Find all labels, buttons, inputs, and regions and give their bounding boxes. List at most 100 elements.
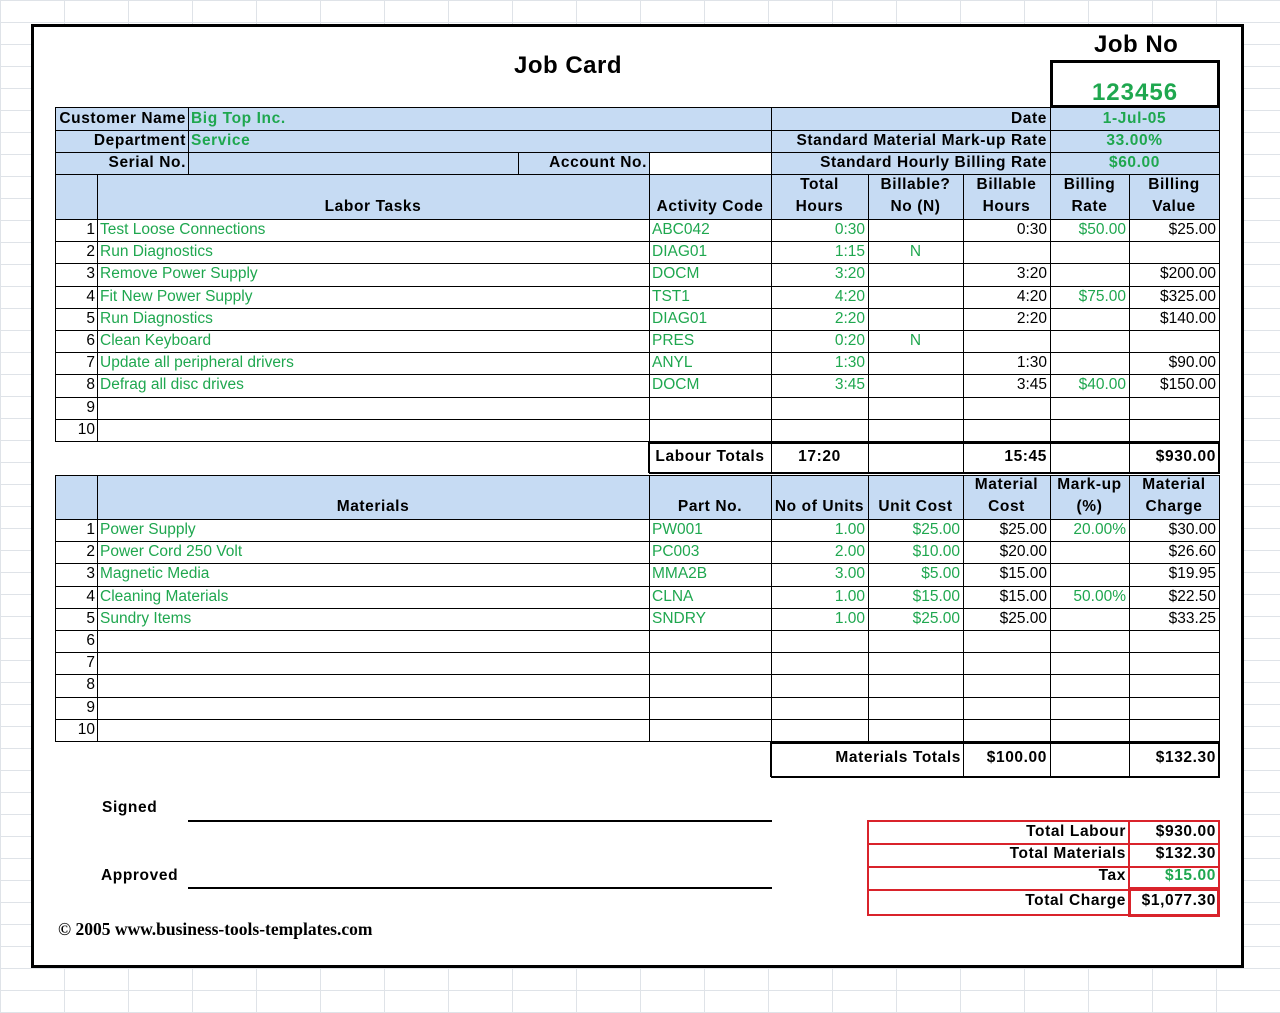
billing-rate-cell[interactable]: [1053, 397, 1126, 419]
labor-row-number[interactable]: 4: [86, 287, 95, 305]
unit-cost-cell[interactable]: $25.00: [912, 521, 960, 538]
billing-rate-cell[interactable]: [1053, 308, 1126, 330]
billing-value-cell[interactable]: [1132, 241, 1216, 263]
customer-name-value[interactable]: Big Top Inc.: [191, 110, 286, 127]
material-row-number[interactable]: 4: [86, 587, 95, 605]
labor-task-cell[interactable]: Run Diagnostics: [100, 309, 213, 327]
material-row-number[interactable]: 7: [86, 654, 95, 672]
material-charge-cell[interactable]: [1132, 697, 1216, 719]
total-materials-label[interactable]: Total Materials: [1009, 845, 1126, 862]
labour-total-hours[interactable]: 17:20: [798, 448, 841, 465]
labor-row-number[interactable]: 6: [86, 332, 95, 349]
activity-code-cell[interactable]: ABC042: [652, 221, 710, 238]
total-hours-header-line1[interactable]: Total: [800, 176, 839, 193]
materials-total-charge[interactable]: $132.30: [1155, 749, 1216, 766]
unit-cost-cell[interactable]: [871, 652, 960, 674]
billing-rate-cell[interactable]: $75.00: [1078, 287, 1126, 305]
material-cost-cell[interactable]: $25.00: [999, 521, 1047, 538]
total-hours-cell[interactable]: 1:15: [834, 243, 865, 261]
billable-cell[interactable]: [871, 263, 960, 285]
part-no-cell[interactable]: [652, 674, 768, 696]
labor-task-cell[interactable]: Defrag all disc drives: [100, 376, 244, 394]
labor-row-number[interactable]: 1: [86, 221, 95, 238]
material-charge-header-line2[interactable]: Charge: [1145, 498, 1203, 515]
material-row-number[interactable]: 1: [86, 521, 95, 538]
unit-cost-cell[interactable]: [871, 697, 960, 719]
part-no-cell[interactable]: [652, 697, 768, 719]
labor-task-cell[interactable]: Update all peripheral drivers: [100, 354, 294, 372]
labor-task-cell[interactable]: [100, 419, 646, 441]
markup-cell[interactable]: [1053, 563, 1126, 585]
activity-code-cell[interactable]: ANYL: [652, 354, 693, 372]
total-hours-cell[interactable]: 3:20: [834, 265, 865, 283]
material-charge-header-line1[interactable]: Material: [1142, 476, 1206, 493]
material-name-cell[interactable]: [100, 630, 646, 652]
labour-totals-label[interactable]: Labour Totals: [655, 448, 765, 465]
material-charge-cell[interactable]: $33.25: [1168, 609, 1216, 627]
billing-rate-cell[interactable]: [1053, 419, 1126, 441]
labor-task-cell[interactable]: Test Loose Connections: [100, 221, 266, 238]
part-no-cell[interactable]: [652, 652, 768, 674]
labor-row-number[interactable]: 8: [86, 376, 95, 394]
units-cell[interactable]: [774, 719, 865, 741]
labor-task-cell[interactable]: Run Diagnostics: [100, 243, 213, 261]
customer-name-label[interactable]: Customer Name: [59, 110, 186, 127]
billable-header-line2[interactable]: No (N): [890, 198, 941, 215]
units-cell[interactable]: 1.00: [834, 587, 865, 605]
billable-hours-cell[interactable]: 3:20: [1016, 265, 1047, 283]
part-no-cell[interactable]: MMA2B: [652, 565, 708, 583]
material-row-number[interactable]: 8: [86, 676, 95, 694]
material-charge-cell[interactable]: [1132, 719, 1216, 741]
no-of-units-header[interactable]: No of Units: [774, 498, 865, 515]
material-row-number[interactable]: 3: [86, 565, 95, 583]
markup-rate-value[interactable]: 33.00%: [1106, 132, 1163, 149]
markup-cell[interactable]: 50.00%: [1073, 587, 1126, 605]
billable-cell[interactable]: [871, 352, 960, 374]
billable-cell[interactable]: [871, 219, 960, 241]
material-cost-cell[interactable]: [966, 697, 1047, 719]
activity-code-cell[interactable]: [652, 419, 768, 441]
labor-task-cell[interactable]: [100, 397, 646, 419]
billing-rate-label[interactable]: Standard Hourly Billing Rate: [820, 154, 1047, 171]
billing-rate-header-line1[interactable]: Billing: [1063, 176, 1116, 193]
total-hours-cell[interactable]: 4:20: [834, 287, 865, 305]
unit-cost-cell[interactable]: $5.00: [921, 565, 960, 583]
materials-header[interactable]: Materials: [336, 498, 410, 515]
materials-total-cost[interactable]: $100.00: [986, 749, 1047, 766]
units-cell[interactable]: [774, 697, 865, 719]
material-cost-cell[interactable]: [966, 674, 1047, 696]
billing-rate-cell[interactable]: $40.00: [1078, 376, 1126, 394]
material-charge-cell[interactable]: $22.50: [1168, 587, 1216, 605]
material-name-cell[interactable]: [100, 652, 646, 674]
material-charge-cell[interactable]: $30.00: [1168, 521, 1216, 538]
material-charge-cell[interactable]: $26.60: [1168, 543, 1216, 561]
units-cell[interactable]: 1.00: [834, 609, 865, 627]
material-cost-cell[interactable]: $25.00: [999, 609, 1047, 627]
activity-code-cell[interactable]: TST1: [652, 287, 690, 305]
material-cost-cell[interactable]: [966, 630, 1047, 652]
part-no-cell[interactable]: PC003: [652, 543, 700, 561]
total-charge-label[interactable]: Total Charge: [1025, 892, 1126, 909]
billing-rate-value[interactable]: $60.00: [1108, 154, 1160, 171]
unit-cost-cell[interactable]: [871, 719, 960, 741]
part-no-cell[interactable]: PW001: [652, 521, 703, 538]
material-name-cell[interactable]: Sundry Items: [100, 609, 192, 627]
part-no-cell[interactable]: [652, 630, 768, 652]
labour-billable-hours[interactable]: 15:45: [1004, 448, 1047, 465]
billable-hours-cell[interactable]: 1:30: [1016, 354, 1047, 372]
billable-hours-cell[interactable]: [966, 330, 1047, 352]
tax-value[interactable]: $15.00: [1164, 867, 1216, 884]
materials-totals-label[interactable]: Materials Totals: [835, 749, 961, 766]
billing-value-cell[interactable]: $200.00: [1159, 265, 1216, 283]
billing-rate-cell[interactable]: [1053, 241, 1126, 263]
signed-line[interactable]: [188, 820, 772, 822]
material-name-cell[interactable]: Magnetic Media: [100, 565, 210, 583]
material-charge-cell[interactable]: [1132, 674, 1216, 696]
billable-cell[interactable]: [871, 374, 960, 396]
unit-cost-cell[interactable]: $25.00: [912, 609, 960, 627]
billing-rate-cell[interactable]: [1053, 263, 1126, 285]
material-row-number[interactable]: 5: [86, 609, 95, 627]
markup-cell[interactable]: [1053, 719, 1126, 741]
total-materials-value[interactable]: $132.30: [1155, 845, 1216, 862]
units-cell[interactable]: [774, 674, 865, 696]
